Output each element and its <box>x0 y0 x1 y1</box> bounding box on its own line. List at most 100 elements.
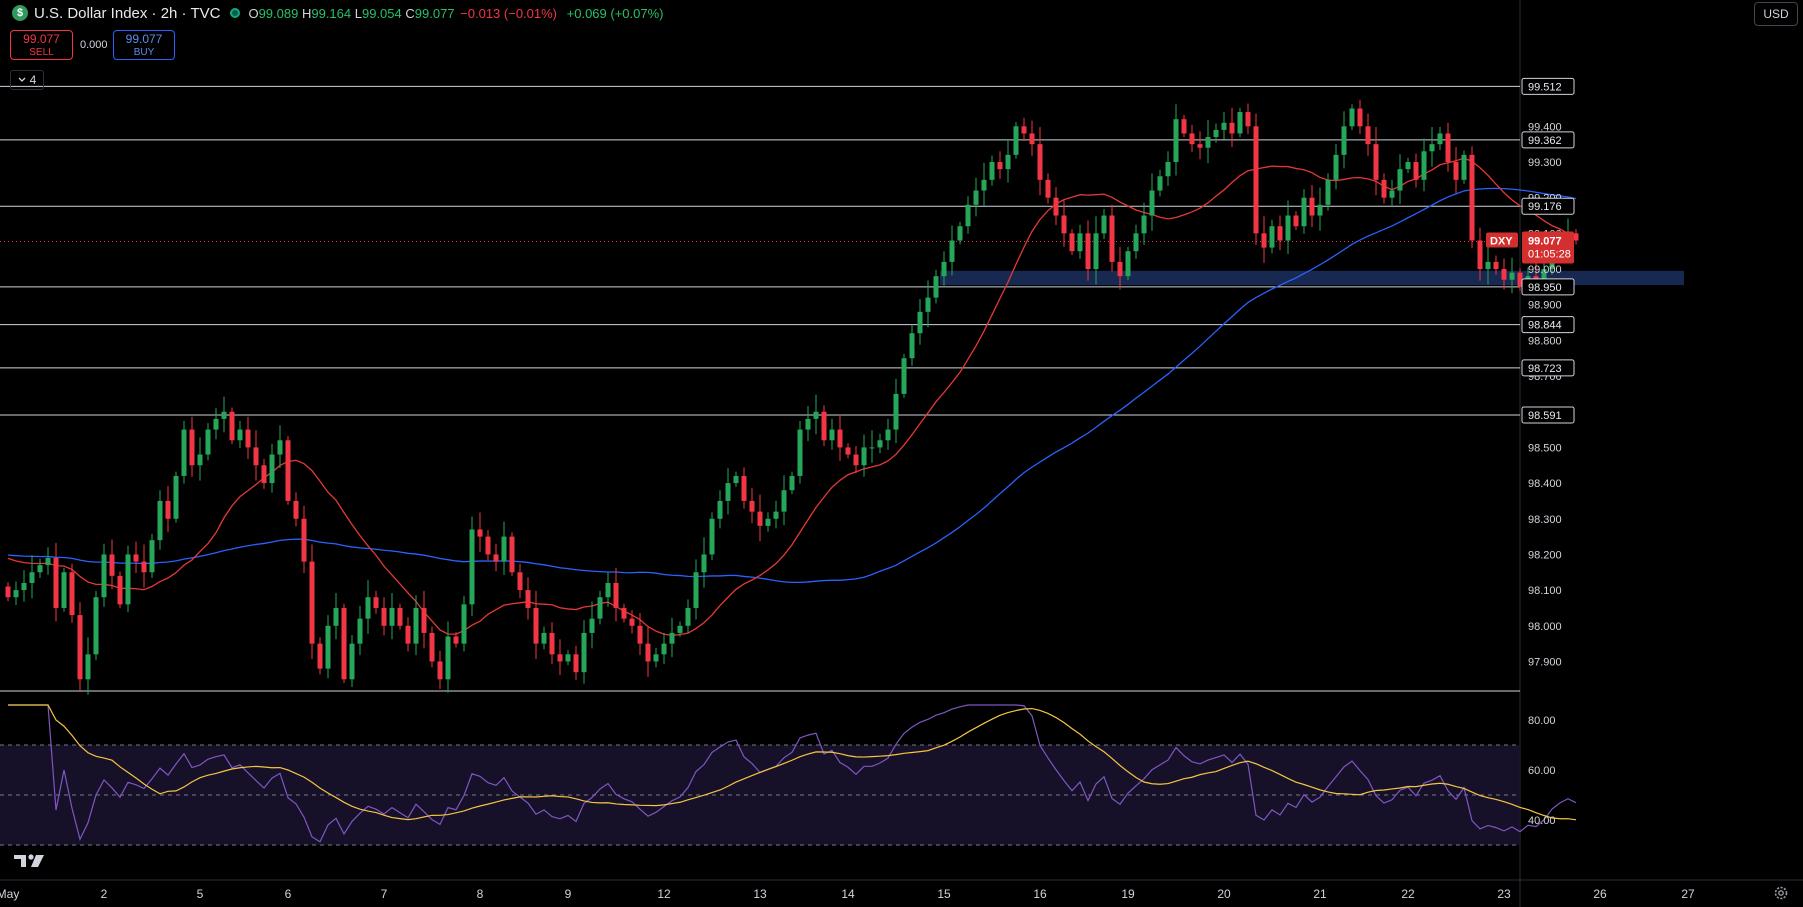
candle-body <box>1022 126 1027 133</box>
candle-124 <box>998 151 1003 178</box>
candle-body <box>1038 144 1043 180</box>
candle-94 <box>758 494 763 541</box>
candle-body <box>550 633 555 654</box>
candle-body <box>718 501 723 519</box>
candle-body <box>1118 262 1123 276</box>
candle-body <box>430 633 435 662</box>
candle-body <box>1462 155 1467 180</box>
candle-body <box>1502 269 1507 280</box>
candle-body <box>846 447 851 454</box>
candle-body <box>62 572 67 608</box>
candle-6 <box>54 543 59 621</box>
candle-body <box>414 608 419 644</box>
candle-126 <box>1014 122 1019 159</box>
candle-body <box>622 608 627 619</box>
countdown-text: 01:05:28 <box>1528 249 1571 261</box>
time-tick-label: 27 <box>1681 887 1695 901</box>
candle-body <box>574 654 579 672</box>
candle-146 <box>1174 104 1179 175</box>
candle-body <box>590 619 595 633</box>
candle-196 <box>1574 229 1579 244</box>
candle-body <box>974 191 979 205</box>
candle-61 <box>494 544 499 571</box>
sell-button[interactable]: 99.077 SELL <box>10 30 73 60</box>
candle-55 <box>446 622 451 693</box>
symbol-tag-text: DXY <box>1490 236 1513 248</box>
candle-body <box>478 529 483 536</box>
candle-52 <box>422 591 427 649</box>
candle-body <box>614 583 619 608</box>
candle-body <box>1126 251 1131 276</box>
candle-162 <box>1302 189 1307 234</box>
time-tick-label: 22 <box>1401 887 1415 901</box>
price-tick-label: 97.900 <box>1528 656 1562 668</box>
candle-body <box>110 554 115 575</box>
candle-17 <box>142 544 147 587</box>
candle-body <box>1030 133 1035 144</box>
candle-body <box>750 501 755 512</box>
candle-body <box>966 205 971 226</box>
candle-body <box>830 430 835 441</box>
candle-141 <box>1134 225 1139 259</box>
candle-58 <box>470 517 475 616</box>
candle-body <box>1150 191 1155 216</box>
indicators-toggle-button[interactable]: 4 <box>10 70 44 90</box>
candle-171 <box>1374 127 1379 195</box>
candle-body <box>910 333 915 358</box>
candle-body <box>598 597 603 618</box>
candle-20 <box>166 486 171 532</box>
candle-131 <box>1054 187 1059 225</box>
rsi-tick-label: 40.00 <box>1528 815 1556 827</box>
candle-body <box>1302 198 1307 227</box>
candle-body <box>318 644 323 669</box>
candle-body <box>1062 216 1067 234</box>
time-tick-label: 12 <box>657 887 671 901</box>
ma-fast-line <box>8 158 1576 635</box>
candle-body <box>662 644 667 655</box>
candle-body <box>566 654 571 661</box>
buy-button[interactable]: 99.077 BUY <box>113 30 175 60</box>
level-label-7: 98.591 <box>1522 407 1574 423</box>
candle-body <box>1006 155 1011 169</box>
candle-107 <box>862 435 867 477</box>
candle-95 <box>766 512 771 531</box>
candle-body <box>1110 216 1115 262</box>
time-tick-label: 15 <box>937 887 951 901</box>
candle-body <box>358 619 363 644</box>
candle-body <box>646 644 651 662</box>
candle-body <box>1206 137 1211 148</box>
candle-body <box>1222 123 1227 130</box>
candle-body <box>390 608 395 626</box>
candle-64 <box>518 564 523 598</box>
candle-10 <box>86 637 91 695</box>
candle-163 <box>1310 185 1315 227</box>
candle-164 <box>1318 188 1323 231</box>
level-label-text: 99.176 <box>1528 201 1562 213</box>
candle-body <box>982 180 987 191</box>
candle-body <box>758 512 763 526</box>
candle-body <box>190 430 195 466</box>
candle-body <box>510 537 515 573</box>
candle-182 <box>1462 151 1467 184</box>
candle-body <box>350 644 355 680</box>
symbol-title[interactable]: U.S. Dollar Index · 2h · TVC <box>34 5 220 22</box>
candle-39 <box>318 637 323 674</box>
candle-99 <box>798 421 803 484</box>
candle-54 <box>438 651 443 689</box>
candle-83 <box>670 618 675 657</box>
candle-21 <box>174 472 179 523</box>
candle-body <box>1342 126 1347 155</box>
candle-153 <box>1230 108 1235 147</box>
currency-button[interactable]: USD <box>1754 2 1798 26</box>
candle-154 <box>1238 108 1243 138</box>
candle-93 <box>750 488 755 523</box>
candle-body <box>1510 273 1515 280</box>
candle-38 <box>310 544 315 659</box>
candle-49 <box>398 604 403 630</box>
candle-1 <box>14 582 19 605</box>
candle-155 <box>1246 103 1251 134</box>
time-tick-label: 21 <box>1313 887 1327 901</box>
candle-body <box>814 412 819 419</box>
settings-gear-icon[interactable] <box>1772 884 1790 902</box>
